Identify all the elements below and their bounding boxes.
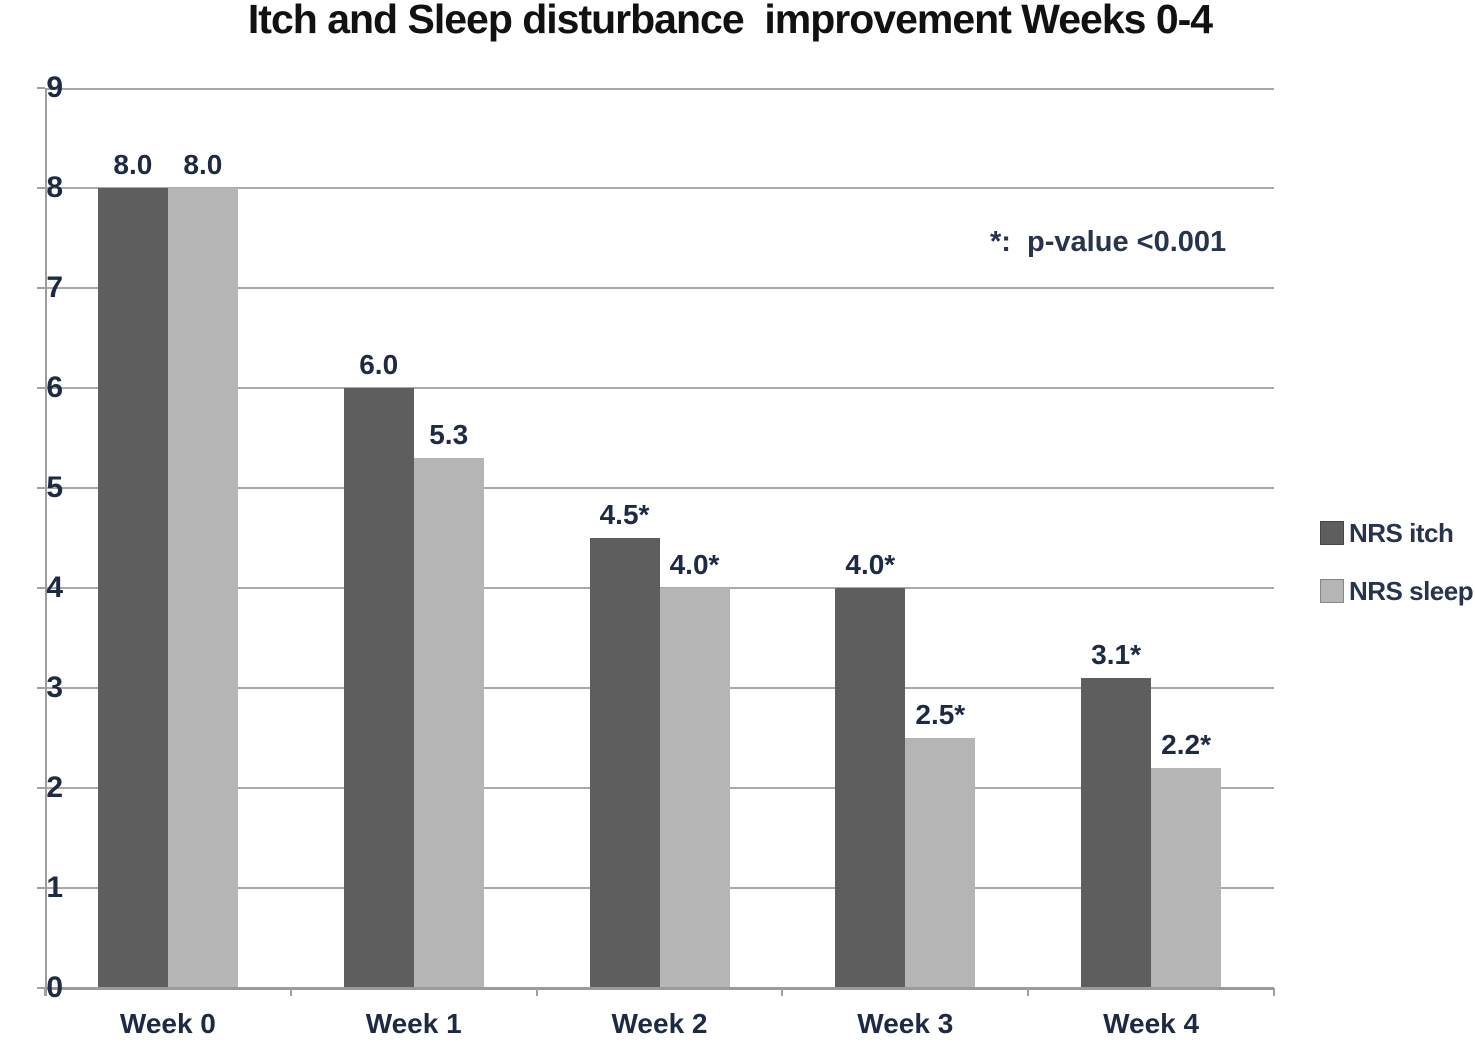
bar-nrs-itch-week-0 [97,188,168,988]
y-tick-label: 2 [46,771,63,804]
gridline [45,487,1274,489]
y-axis-tick [37,887,45,889]
legend-label-nrs-sleep: NRS sleep [1349,575,1474,606]
y-axis-tick [37,387,45,389]
bar-nrs-sleep-week-1 [413,458,484,988]
bar-value-label: 2.5* [915,699,966,730]
y-tick-label: 9 [46,71,63,104]
legend-item-nrs-sleep: NRS sleep [1320,575,1474,606]
y-axis-line [45,88,47,996]
bar-value-label: 2.2* [1161,729,1212,760]
x-axis-line [45,987,1274,990]
legend: NRS itch NRS sleep [1320,517,1474,636]
y-axis-tick [37,187,45,189]
bar-nrs-sleep-week-4 [1151,768,1222,988]
gridline [45,187,1274,189]
y-axis-tick [37,287,45,289]
y-axis-tick [37,587,45,589]
x-axis-label: Week 2 [611,1008,708,1039]
x-axis-boundary-tick [781,988,784,996]
gridline [45,287,1274,289]
bar-nrs-itch-week-2 [589,538,660,988]
y-axis-tick [37,987,45,989]
legend-label-nrs-itch: NRS itch [1349,517,1454,548]
bar-nrs-itch-week-1 [343,388,414,988]
x-axis-boundary-tick [1027,988,1030,996]
y-tick-label: 7 [46,271,63,304]
gridline [45,88,1274,90]
y-axis-tick [37,787,45,789]
bar-value-label: 8.0 [113,149,153,180]
y-axis-tick [37,87,45,89]
bar-nrs-sleep-week-2 [659,588,730,988]
x-axis-label: Week 1 [365,1008,462,1039]
x-axis-boundary-tick [289,988,292,996]
y-tick-label: 0 [46,971,63,1004]
bar-value-label: 6.0 [359,349,399,380]
x-axis-boundary-tick [44,988,46,996]
y-tick-label: 1 [46,871,63,904]
p-value-annotation: *: p-value <0.001 [990,226,1227,258]
x-axis-boundary-tick [535,988,538,996]
chart-title: Itch and Sleep disturbance improvement W… [247,0,1213,42]
y-tick-label: 5 [46,471,63,504]
bar-value-label: 4.5* [599,499,650,530]
x-axis-label: Week 0 [119,1008,216,1039]
bar-value-label: 3.1* [1091,639,1142,670]
y-tick-label: 3 [46,671,63,704]
bar-value-label: 5.3 [429,419,469,450]
x-axis-boundary-tick [1273,988,1275,996]
bar-nrs-itch-week-4 [1081,678,1152,988]
gridline [45,387,1274,389]
bar-value-label: 4.0* [669,549,720,580]
bar-nrs-sleep-week-0 [167,188,238,988]
y-tick-label: 6 [46,371,63,404]
y-tick-label: 4 [46,571,63,604]
bar-nrs-sleep-week-3 [905,738,976,988]
plot-area: 0 1 2 3 4 5 6 7 8 9 8.0 8.0 6.0 5.3 4.5* 4.0* 4.0* 2.5* 3… [37,71,1275,1004]
y-axis-tick [37,487,45,489]
nrs-sleep-swatch-icon [1320,579,1344,603]
bar-value-label: 4.0* [845,549,896,580]
nrs-itch-swatch-icon [1320,521,1344,545]
bar-nrs-itch-week-3 [835,588,906,988]
y-tick-label: 8 [46,171,63,204]
y-axis-tick [37,687,45,689]
legend-item-nrs-itch: NRS itch [1320,517,1473,548]
x-axis-label: Week 4 [1103,1008,1200,1039]
bar-value-label: 8.0 [183,149,223,180]
x-axis-label: Week 3 [857,1008,954,1039]
